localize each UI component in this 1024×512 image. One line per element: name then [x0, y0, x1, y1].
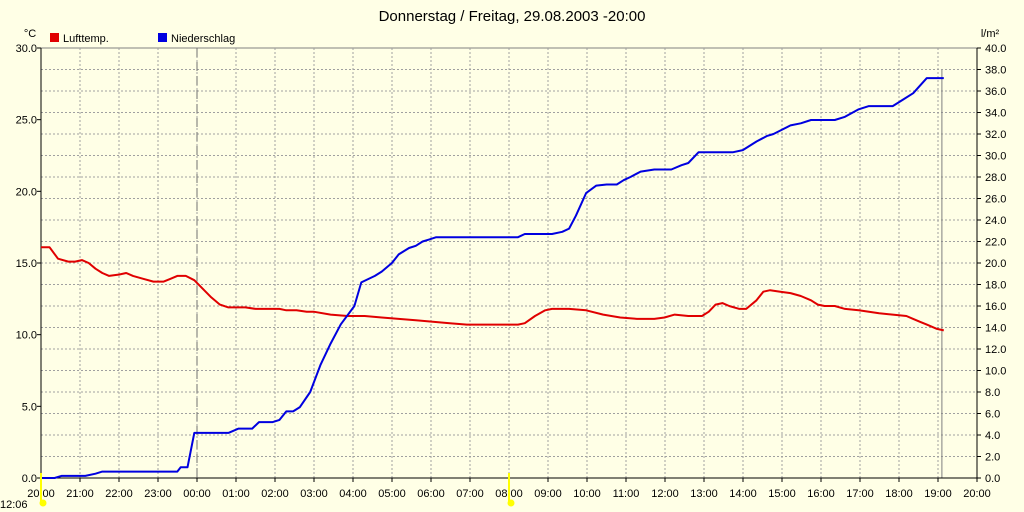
right-axis-tick-label: 38.0 [985, 65, 1006, 77]
left-axis-unit: °C [24, 28, 36, 40]
plot-area: 0.0 2.0 4.0 6.0 8.0 10.0 12.0 14.0 16.0 18.0 20.0 2… [16, 43, 1006, 507]
right-axis-tick-label: 20.0 [985, 258, 1006, 270]
right-axis-tick-label: 16.0 [985, 301, 1006, 313]
right-axis-tick-label: 28.0 [985, 172, 1006, 184]
right-axis-tick-label: 18.0 [985, 280, 1006, 292]
x-axis-tick-label: 02:00 [261, 488, 289, 500]
right-axis-tick-label: 30.0 [985, 151, 1006, 163]
x-axis-tick-label: 11:00 [613, 488, 640, 500]
legend-swatch [50, 33, 59, 42]
x-axis-tick-label: 17:00 [846, 488, 874, 500]
legend-label: Lufttemp. [63, 33, 109, 45]
legend-swatch [158, 33, 167, 42]
start-time-label: 12:06 [0, 499, 28, 511]
right-axis-tick-label: 8.0 [985, 387, 1000, 399]
x-axis-tick-label: 13:00 [690, 488, 718, 500]
right-axis-tick-label: 22.0 [985, 237, 1006, 249]
right-axis-tick-label: 14.0 [985, 323, 1006, 335]
series-line-lufttemp- [41, 246, 945, 332]
chart-title: Donnerstag / Freitag, 29.08.2003 -20:00 [379, 8, 646, 25]
left-axis-tick-label: 5.0 [22, 401, 37, 413]
left-axis-tick-label: 25.0 [16, 115, 37, 127]
x-axis-tick-label: 22:00 [105, 488, 133, 500]
left-axis-tick-label: 20.0 [16, 186, 37, 198]
x-axis-tick-label: 09:00 [534, 488, 562, 500]
right-axis-tick-label: 32.0 [985, 129, 1006, 141]
x-axis-tick-label: 20:00 [963, 488, 991, 500]
right-axis-tick-label: 40.0 [985, 43, 1006, 55]
legend: Lufttemp. Niederschlag [50, 33, 235, 45]
right-axis-tick-label: 26.0 [985, 194, 1006, 206]
time-marker-dot [39, 499, 47, 507]
right-axis-tick-label: 12.0 [985, 344, 1006, 356]
x-axis-tick-label: 01:00 [222, 488, 250, 500]
x-axis-tick-label: 00:00 [183, 488, 211, 500]
x-axis-tick-label: 21:00 [66, 488, 94, 500]
left-axis-tick-label: 15.0 [16, 258, 37, 270]
x-axis-tick-label: 16:00 [807, 488, 835, 500]
left-axis-tick-label: 10.0 [16, 330, 37, 342]
right-axis-unit: l/m² [981, 28, 1000, 40]
right-axis-tick-label: 4.0 [985, 430, 1000, 442]
series-line-niederschlag [41, 77, 944, 479]
right-axis-tick-label: 0.0 [985, 473, 1000, 485]
left-axis-tick-label: 0.0 [22, 473, 37, 485]
x-axis-tick-label: 23:00 [144, 488, 172, 500]
x-axis-tick-label: 10:00 [573, 488, 601, 500]
x-axis-tick-label: 15:00 [768, 488, 796, 500]
x-axis-tick-label: 18:00 [885, 488, 913, 500]
right-axis-tick-label: 2.0 [985, 452, 1000, 464]
x-axis-tick-label: 19:00 [924, 488, 952, 500]
x-axis-tick-label: 06:00 [417, 488, 445, 500]
time-marker-dot [507, 499, 515, 507]
right-axis-tick-label: 34.0 [985, 108, 1006, 120]
x-axis-tick-label: 14:00 [729, 488, 757, 500]
legend-label: Niederschlag [171, 33, 235, 45]
right-axis-tick-label: 36.0 [985, 86, 1006, 98]
left-axis-tick-label: 30.0 [16, 43, 37, 55]
x-axis-tick-label: 03:00 [300, 488, 328, 500]
x-axis-tick-label: 04:00 [339, 488, 367, 500]
right-axis-tick-label: 24.0 [985, 215, 1006, 227]
x-axis-tick-label: 05:00 [378, 488, 406, 500]
right-axis-tick-label: 6.0 [985, 409, 1000, 421]
x-axis-tick-label: 12:00 [651, 488, 679, 500]
right-axis-tick-label: 10.0 [985, 366, 1006, 378]
x-axis-tick-label: 07:00 [456, 488, 484, 500]
